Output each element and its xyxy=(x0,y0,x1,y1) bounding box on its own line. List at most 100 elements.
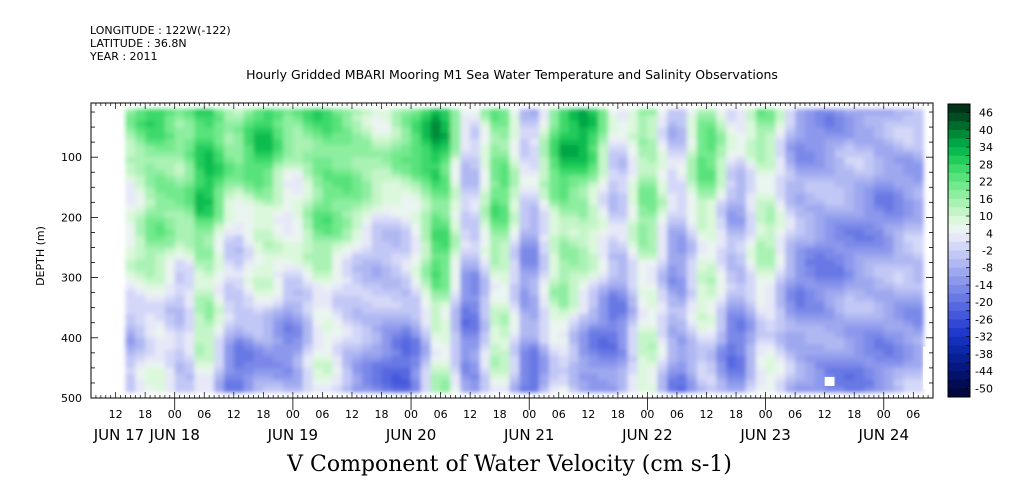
velocity-cell xyxy=(716,295,727,303)
velocity-cell xyxy=(647,163,658,170)
velocity-cell xyxy=(174,259,186,267)
velocity-cell xyxy=(519,301,530,309)
velocity-cell xyxy=(499,289,511,297)
velocity-cell xyxy=(775,121,786,128)
velocity-cell xyxy=(322,133,333,140)
velocity-cell xyxy=(233,157,245,164)
velocity-cell xyxy=(676,229,688,237)
velocity-cell xyxy=(411,223,422,231)
velocity-cell xyxy=(223,139,235,146)
velocity-cell xyxy=(578,235,589,243)
velocity-cell xyxy=(775,115,786,122)
velocity-cell xyxy=(834,217,845,225)
velocity-cell xyxy=(361,223,373,231)
velocity-cell xyxy=(430,133,442,140)
velocity-cell xyxy=(726,109,737,116)
velocity-cell xyxy=(430,229,442,237)
velocity-cell xyxy=(824,337,836,345)
velocity-cell xyxy=(814,331,826,339)
velocity-cell xyxy=(292,295,304,303)
velocity-cell xyxy=(509,127,520,134)
velocity-cell xyxy=(391,139,402,146)
velocity-cell xyxy=(696,121,708,128)
velocity-cell xyxy=(371,295,383,303)
velocity-cell xyxy=(864,343,875,351)
velocity-cell xyxy=(647,109,658,116)
velocity-cell xyxy=(519,241,530,249)
velocity-cell xyxy=(627,169,639,176)
velocity-cell xyxy=(322,259,333,267)
velocity-cell xyxy=(598,355,609,363)
velocity-cell xyxy=(608,271,619,279)
velocity-cell xyxy=(667,337,678,345)
velocity-cell xyxy=(765,241,777,249)
velocity-cell xyxy=(292,229,304,237)
velocity-cell xyxy=(548,169,560,176)
velocity-cell xyxy=(470,187,481,194)
velocity-cell xyxy=(401,133,412,140)
velocity-cell xyxy=(785,139,796,146)
velocity-cell xyxy=(450,307,461,315)
velocity-cell xyxy=(342,307,353,315)
velocity-cell xyxy=(420,373,432,381)
x-hour-tick-label: 00 xyxy=(168,408,182,421)
velocity-cell xyxy=(578,325,589,333)
velocity-cell xyxy=(243,337,255,345)
velocity-cell xyxy=(804,163,816,170)
velocity-cell xyxy=(765,277,777,285)
x-hour-tick-label: 18 xyxy=(729,408,743,421)
velocity-cell xyxy=(292,301,304,309)
velocity-cell xyxy=(745,121,757,128)
velocity-cell xyxy=(548,157,560,164)
velocity-cell xyxy=(667,247,678,255)
velocity-cell xyxy=(440,151,452,158)
velocity-cell xyxy=(755,385,767,393)
velocity-cell xyxy=(509,331,520,339)
velocity-cell xyxy=(864,199,875,206)
colorbar-swatch xyxy=(948,147,970,157)
velocity-cell xyxy=(214,109,225,116)
velocity-cell xyxy=(479,385,491,393)
x-hour-tick-label: 12 xyxy=(581,408,595,421)
velocity-cell xyxy=(381,313,392,321)
velocity-cell xyxy=(696,319,708,327)
velocity-cell xyxy=(647,193,658,200)
velocity-cell xyxy=(489,331,501,339)
colorbar-label: -14 xyxy=(975,279,993,292)
velocity-cell xyxy=(795,373,806,381)
velocity-cell xyxy=(460,385,471,393)
velocity-cell xyxy=(283,241,294,249)
velocity-cell xyxy=(765,265,777,273)
velocity-cell xyxy=(125,121,136,128)
velocity-cell xyxy=(657,199,668,206)
velocity-cell xyxy=(883,307,895,315)
velocity-cell xyxy=(204,217,215,225)
velocity-cell xyxy=(322,217,333,225)
velocity-cell xyxy=(125,373,136,381)
x-hour-tick-label: 18 xyxy=(493,408,507,421)
velocity-cell xyxy=(450,109,461,116)
velocity-cell xyxy=(736,217,747,225)
velocity-cell xyxy=(558,325,570,333)
velocity-cell xyxy=(883,241,895,249)
velocity-cell xyxy=(834,337,845,345)
velocity-cell xyxy=(519,163,530,170)
velocity-cell xyxy=(470,241,481,249)
velocity-cell xyxy=(292,175,304,182)
velocity-cell xyxy=(401,337,412,345)
colorbar-swatch xyxy=(948,267,970,277)
velocity-cell xyxy=(125,385,136,393)
velocity-cell xyxy=(430,109,442,116)
velocity-cell xyxy=(627,379,639,387)
velocity-cell xyxy=(568,319,580,327)
x-hour-tick-label: 12 xyxy=(700,408,714,421)
velocity-cell xyxy=(617,361,629,369)
velocity-cell xyxy=(686,355,698,363)
velocity-cell xyxy=(716,247,727,255)
velocity-cell xyxy=(499,163,511,170)
velocity-cell xyxy=(834,277,845,285)
velocity-cell xyxy=(647,139,658,146)
velocity-cell xyxy=(223,211,235,218)
velocity-cell xyxy=(381,307,392,315)
velocity-cell xyxy=(351,133,363,140)
